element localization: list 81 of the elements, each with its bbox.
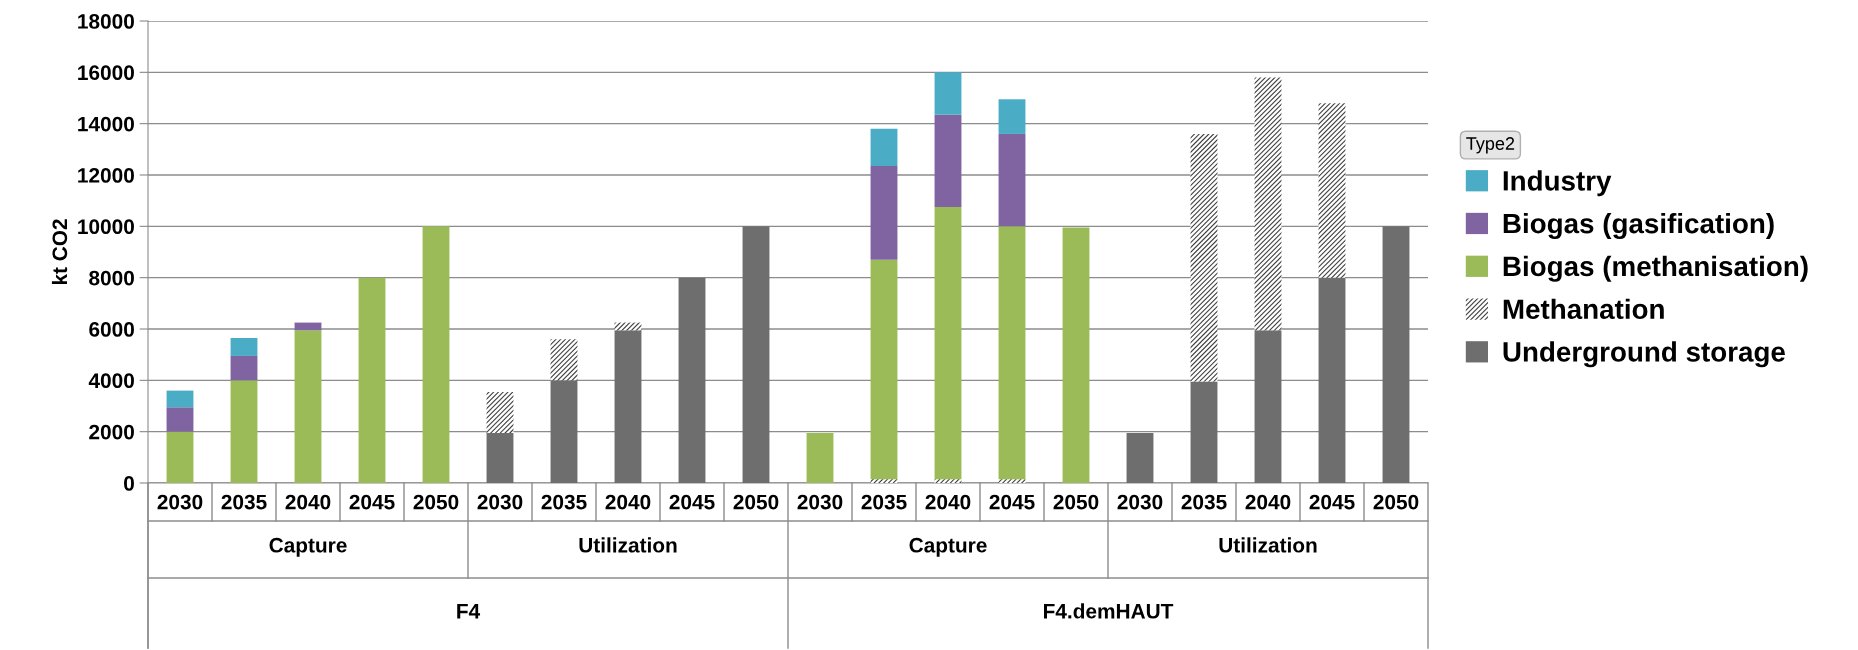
bar <box>998 479 1026 483</box>
y-tick-label: 18000 <box>78 14 134 29</box>
bar <box>678 277 706 483</box>
x-tick-label: 2030 <box>477 494 523 510</box>
x-tick-label: 2035 <box>541 494 587 510</box>
bar <box>1382 226 1410 483</box>
x-tick-label: 2030 <box>1117 494 1163 510</box>
bar <box>294 330 322 483</box>
y-axis-title: kt CO2 <box>51 219 68 285</box>
bar <box>230 380 258 483</box>
y-tick-label: 12000 <box>78 168 134 183</box>
bar <box>998 226 1026 480</box>
legend-label: Biogas (gasification) <box>1503 212 1774 239</box>
legend-label: Biogas (methanisation) <box>1503 255 1808 282</box>
x-tick-label: 2045 <box>349 494 395 510</box>
bar <box>230 355 258 381</box>
bar <box>614 330 642 483</box>
y-tick-label: 4000 <box>88 373 134 389</box>
bar <box>934 72 962 115</box>
y-tick-label: 2000 <box>89 424 134 440</box>
x-tick-label: 2030 <box>797 494 843 510</box>
bar <box>166 390 194 408</box>
bar <box>870 259 898 480</box>
x-tick-label: 2050 <box>1373 494 1419 510</box>
bar <box>806 432 834 483</box>
x-tick-label: 2045 <box>989 494 1035 510</box>
x-tick-label: 2030 <box>157 494 203 510</box>
bar <box>934 207 962 480</box>
bar <box>1254 330 1282 483</box>
y-tick-label: 16000 <box>78 65 134 81</box>
text: Utilization <box>579 537 677 553</box>
bar <box>870 166 898 260</box>
legend-label: Industry <box>1503 170 1612 197</box>
x-tick-label: 2040 <box>605 494 651 510</box>
y-tick-label: 10000 <box>78 219 134 235</box>
legend-title: Type2 <box>1466 137 1515 154</box>
bar <box>934 479 962 483</box>
bar <box>1126 432 1154 483</box>
text: F4 <box>457 604 481 619</box>
bar <box>934 114 962 208</box>
x-tick-label: 2050 <box>733 494 779 510</box>
bar <box>1190 381 1218 483</box>
y-tick-label: 8000 <box>89 270 134 286</box>
bar <box>550 380 578 483</box>
bar <box>1318 277 1346 483</box>
bar <box>870 479 898 483</box>
bar <box>166 407 194 432</box>
bar <box>998 133 1026 227</box>
text: F4.demHAUT <box>1044 603 1174 619</box>
bar <box>870 128 898 167</box>
bar <box>742 226 770 483</box>
y-tick-label: 14000 <box>78 116 134 132</box>
x-tick-label: 2040 <box>1245 494 1291 510</box>
x-tick-label: 2050 <box>413 494 459 510</box>
bar <box>486 391 514 433</box>
bar <box>358 277 386 483</box>
bar <box>998 99 1026 134</box>
x-tick-label: 2035 <box>861 494 907 510</box>
legend-label: Underground storage <box>1503 341 1785 368</box>
x-tick-label: 2045 <box>1309 494 1355 510</box>
x-tick-label: 2050 <box>1053 494 1099 510</box>
bar <box>1254 77 1282 331</box>
y-tick-label: 6000 <box>89 322 134 337</box>
bar <box>550 339 578 381</box>
bar <box>1190 133 1218 382</box>
bar <box>486 432 514 483</box>
x-tick-label: 2035 <box>221 494 267 510</box>
text: Capture <box>269 537 347 557</box>
text: Utilization <box>1219 537 1317 553</box>
text: Capture <box>909 537 987 557</box>
y-tick-label: 0 <box>124 476 134 491</box>
x-tick-label: 2045 <box>669 494 715 510</box>
legend-label: Methanation <box>1503 298 1664 320</box>
bar <box>422 226 450 483</box>
bar <box>230 337 258 356</box>
bar <box>1318 103 1346 278</box>
bar <box>1062 227 1090 483</box>
x-tick-label: 2035 <box>1181 494 1227 510</box>
x-tick-label: 2040 <box>285 494 331 510</box>
x-tick-label: 2040 <box>925 494 971 510</box>
bar <box>166 431 194 483</box>
